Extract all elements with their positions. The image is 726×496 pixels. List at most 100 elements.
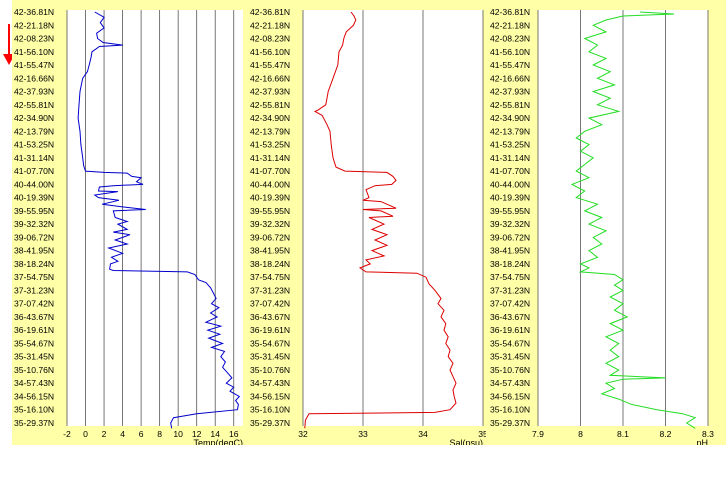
temperature-chart: 42-36.81N 42-21.18N 42-08.23N 41-56.10N 41-5…: [14, 7, 243, 445]
sal-y-tick-label: 35-10.76N: [250, 365, 290, 375]
sal-y-tick-label: 36-43.67N: [250, 312, 290, 322]
ph-y-tick-label: 42-37.93N: [490, 87, 530, 97]
temp-y-tick-label: 42-08.23N: [14, 34, 54, 44]
temp-x-tick-label: 6: [139, 429, 144, 439]
sal-y-tick-label: 36-19.61N: [250, 325, 290, 335]
sal-profile-line: [304, 11, 457, 429]
temp-x-tick-label: 0: [83, 429, 88, 439]
temp-y-tick-label: 41-53.25N: [14, 140, 54, 150]
temp-y-tick-label: 42-36.81N: [14, 7, 54, 17]
sal-y-tick-label: 35-54.67N: [250, 338, 290, 348]
sal-y-tick-label: 40-44.00N: [250, 179, 290, 189]
sal-y-tick-label: 42-16.66N: [250, 73, 290, 83]
sal-y-tick-label: 42-36.81N: [250, 7, 290, 17]
temp-x-tick-label: -2: [63, 429, 71, 439]
temp-y-tick-label: 41-07.70N: [14, 166, 54, 176]
ph-x-tick-label: 7.9: [532, 429, 544, 439]
ph-y-tick-label: 35-31.45N: [490, 352, 530, 362]
sal-y-tick-label: 42-21.18N: [250, 20, 290, 30]
ph-y-tick-label: 34-56.15N: [490, 391, 530, 401]
temp-y-tick-label: 35-16.10N: [14, 405, 54, 415]
sal-y-tick-label: 34-56.15N: [250, 391, 290, 401]
temp-y-tick-label: 41-56.10N: [14, 47, 54, 57]
temp-y-tick-label: 39-06.72N: [14, 232, 54, 242]
ph-profile-line: [570, 11, 697, 429]
sal-x-tick-label: 32: [298, 429, 308, 439]
ph-y-tick-label: 41-07.70N: [490, 166, 530, 176]
ph-y-tick-label: 42-36.81N: [490, 7, 530, 17]
sal-y-tick-label: 40-19.39N: [250, 193, 290, 203]
ph-y-tick-label: 42-13.79N: [490, 126, 530, 136]
ph-y-tick-label: 40-44.00N: [490, 179, 530, 189]
temp-y-tick-label: 38-18.24N: [14, 259, 54, 269]
temp-y-tick-label: 41-55.47N: [14, 60, 54, 70]
sal-y-tick-label: 41-07.70N: [250, 166, 290, 176]
ph-y-tick-label: 41-55.47N: [490, 60, 530, 70]
ph-y-tick-label: 37-07.42N: [490, 299, 530, 309]
sal-y-tick-label: 39-32.32N: [250, 219, 290, 229]
temp-y-tick-label: 39-32.32N: [14, 219, 54, 229]
sal-y-tick-label: 39-06.72N: [250, 232, 290, 242]
temp-y-tick-label: 39-55.95N: [14, 206, 54, 216]
ph-y-tick-label: 41-56.10N: [490, 47, 530, 57]
ph-y-tick-label: 42-55.81N: [490, 100, 530, 110]
ph-y-tick-label: 41-53.25N: [490, 140, 530, 150]
ph-y-tick-label: 39-55.95N: [490, 206, 530, 216]
temp-y-tick-label: 35-10.76N: [14, 365, 54, 375]
ph-x-axis-label: pH: [696, 438, 708, 445]
ph-y-tick-label: 35-29.37N: [490, 418, 530, 428]
sal-y-tick-label: 38-41.95N: [250, 246, 290, 256]
sal-y-tick-label: 37-54.75N: [250, 272, 290, 282]
ph-y-tick-label: 42-16.66N: [490, 73, 530, 83]
sal-y-tick-label: 38-18.24N: [250, 259, 290, 269]
temp-x-tick-label: 4: [120, 429, 125, 439]
temperature-panel: 42-36.81N 42-21.18N 42-08.23N 41-56.10N 41-5…: [12, 0, 246, 445]
sal-y-tick-label: 35-29.37N: [250, 418, 290, 428]
temp-y-tick-label: 42-13.79N: [14, 126, 54, 136]
salinity-chart: 42-36.81N 42-21.18N 42-08.23N 41-56.10N 41-5…: [250, 7, 486, 445]
ph-x-tick-label: 8.1: [617, 429, 629, 439]
temp-y-tick-label: 41-31.14N: [14, 153, 54, 163]
sal-y-tick-label: 42-13.79N: [250, 126, 290, 136]
temp-y-tick-label: 35-29.37N: [14, 418, 54, 428]
salinity-panel: 42-36.81N 42-21.18N 42-08.23N 41-56.10N 41-5…: [246, 0, 486, 445]
ph-x-tick-label: 8.3: [702, 429, 714, 439]
ph-x-tick-label: 8.2: [660, 429, 672, 439]
ph-y-tick-label: 42-34.90N: [490, 113, 530, 123]
temp-y-tick-label: 37-54.75N: [14, 272, 54, 282]
sal-y-tick-label: 42-55.81N: [250, 100, 290, 110]
temp-y-tick-label: 38-41.95N: [14, 246, 54, 256]
temp-y-tick-label: 36-43.67N: [14, 312, 54, 322]
sal-y-tick-label: 37-07.42N: [250, 299, 290, 309]
temp-profile-line: [77, 11, 241, 429]
temp-x-tick-label: 16: [229, 429, 239, 439]
sal-y-tick-label: 41-53.25N: [250, 140, 290, 150]
temp-y-tick-label: 40-44.00N: [14, 179, 54, 189]
ph-panel: 42-36.81N 42-21.18N 42-08.23N 41-56.10N 41-5…: [486, 0, 726, 445]
ph-y-tick-label: 42-08.23N: [490, 34, 530, 44]
temp-x-axis-label: Temp(degC): [193, 438, 243, 445]
sal-plot-area: [303, 10, 483, 426]
temp-y-tick-label: 37-07.42N: [14, 299, 54, 309]
temp-y-tick-label: 35-54.67N: [14, 338, 54, 348]
sal-x-tick-label: 33: [358, 429, 368, 439]
sal-x-axis-label: Sal(psu): [449, 438, 483, 445]
temp-x-tick-label: 14: [210, 429, 220, 439]
ph-y-tick-label: 38-18.24N: [490, 259, 530, 269]
temp-y-tick-label: 42-55.81N: [14, 100, 54, 110]
sal-y-tick-label: 42-08.23N: [250, 34, 290, 44]
ph-chart: 42-36.81N 42-21.18N 42-08.23N 41-56.10N 41-5…: [490, 7, 714, 445]
sal-y-tick-label: 42-37.93N: [250, 87, 290, 97]
temp-y-tick-label: 36-19.61N: [14, 325, 54, 335]
ph-y-tick-label: 36-19.61N: [490, 325, 530, 335]
sal-x-tick-label: 35: [478, 429, 486, 439]
ph-x-tick-label: 8: [578, 429, 583, 439]
ph-y-tick-label: 37-54.75N: [490, 272, 530, 282]
temp-x-tick-label: 2: [102, 429, 107, 439]
ph-y-tick-label: 35-16.10N: [490, 405, 530, 415]
temp-y-tick-label: 37-31.23N: [14, 285, 54, 295]
temp-y-tick-label: 42-21.18N: [14, 20, 54, 30]
temp-y-tick-label: 42-37.93N: [14, 87, 54, 97]
ph-y-tick-label: 42-21.18N: [490, 20, 530, 30]
temp-x-tick-label: 10: [173, 429, 183, 439]
